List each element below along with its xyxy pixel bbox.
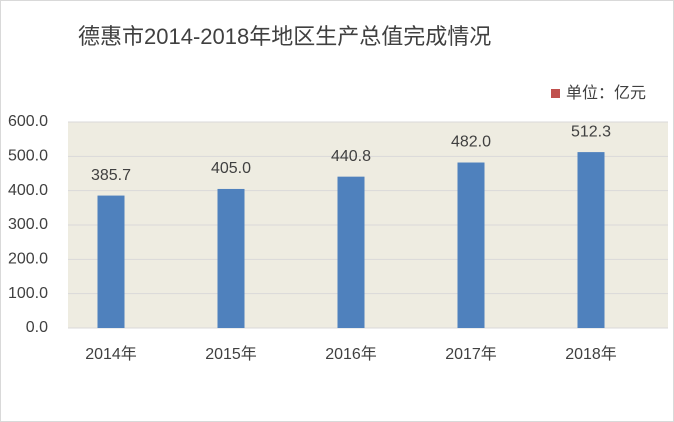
x-tick-label: 2017年 bbox=[445, 345, 497, 363]
bar bbox=[577, 152, 605, 328]
y-tick-label: 600.0 bbox=[8, 113, 48, 130]
x-tick-label: 2015年 bbox=[205, 345, 257, 363]
y-tick-label: 300.0 bbox=[8, 216, 48, 233]
data-label: 512.3 bbox=[571, 123, 611, 140]
chart-title: 德惠市2014-2018年地区生产总值完成情况 bbox=[78, 24, 491, 49]
legend-swatch bbox=[551, 89, 560, 98]
legend-label: 单位：亿元 bbox=[566, 84, 646, 102]
data-label: 385.7 bbox=[91, 167, 131, 184]
y-tick-label: 200.0 bbox=[8, 251, 48, 268]
y-tick-label: 100.0 bbox=[8, 285, 48, 302]
data-label: 482.0 bbox=[451, 134, 491, 151]
bar bbox=[337, 176, 365, 328]
bar bbox=[457, 162, 485, 328]
data-label: 405.0 bbox=[211, 160, 251, 177]
data-label: 440.8 bbox=[331, 148, 371, 165]
x-tick-label: 2018年 bbox=[565, 345, 617, 363]
bar bbox=[97, 195, 125, 328]
y-tick-label: 400.0 bbox=[8, 182, 48, 199]
bar bbox=[217, 188, 245, 328]
x-tick-label: 2014年 bbox=[85, 345, 137, 363]
y-tick-label: 0.0 bbox=[26, 319, 48, 336]
x-tick-label: 2016年 bbox=[325, 345, 377, 363]
y-tick-label: 500.0 bbox=[8, 148, 48, 165]
